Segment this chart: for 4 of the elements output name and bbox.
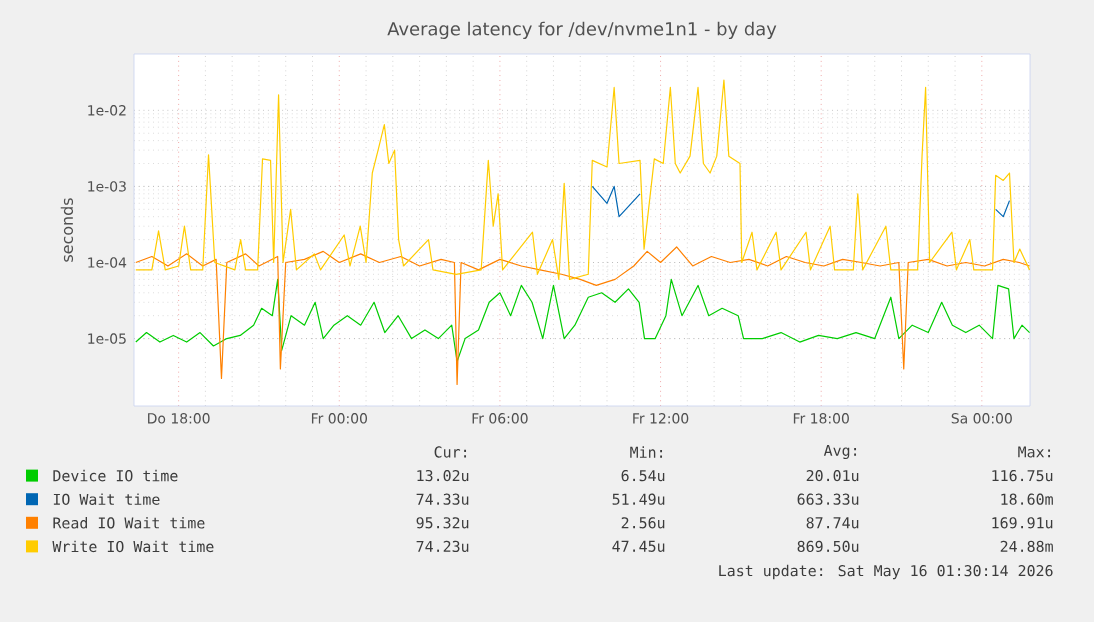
line-series [135, 79, 1031, 280]
line-series [135, 278, 1031, 363]
chart-title: Average latency for /dev/nvme1n1 - by day [387, 21, 777, 39]
line-series [135, 246, 1031, 385]
